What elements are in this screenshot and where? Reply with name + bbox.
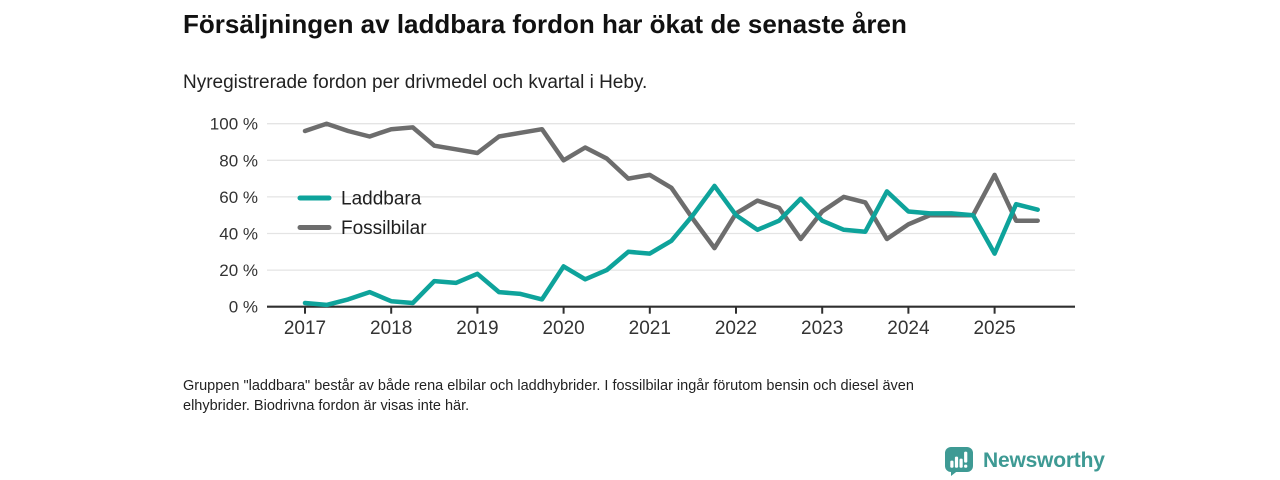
legend-label: Laddbara [341,189,422,210]
y-axis-tick-label: 20 % [219,261,258,280]
x-axis-tick-label: 2025 [973,318,1015,339]
series-line-laddbara [302,183,1040,308]
series-line-fossilbilar [302,121,1040,251]
footnote-line: Gruppen "laddbara" består av både rena e… [183,378,914,394]
x-axis-tick-label: 2021 [629,318,671,339]
footnote-line: elhybrider. Biodrivna fordon är visas in… [183,397,470,414]
y-axis-tick-label: 100 % [210,115,258,134]
brand-footer: Newsworthy [944,446,1105,476]
x-axis-tick-label: 2019 [456,318,498,339]
page-title: Försäljningen av laddbara fordon har öka… [183,9,907,39]
x-axis-tick-label: 2017 [284,318,326,339]
x-axis-tick-label: 2023 [801,318,843,339]
y-axis-tick-label: 40 % [219,225,258,244]
y-axis-tick-label: 0 % [229,298,258,317]
x-axis-tick-label: 2018 [370,318,412,339]
footnote: Gruppen "laddbara" består av både rena e… [183,377,1103,416]
x-axis-tick-label: 2024 [887,318,930,339]
chart-subtitle: Nyregistrerade fordon per drivmedel och … [183,72,648,93]
legend-label: Fossilbilar [341,218,427,239]
y-axis-tick-label: 60 % [219,188,258,207]
x-axis-tick-label: 2020 [542,318,584,339]
x-axis-tick-label: 2022 [715,318,757,339]
brand-name: Newsworthy [983,449,1105,472]
newsworthy-logo-icon [944,446,974,476]
y-axis-tick-label: 80 % [219,151,258,170]
